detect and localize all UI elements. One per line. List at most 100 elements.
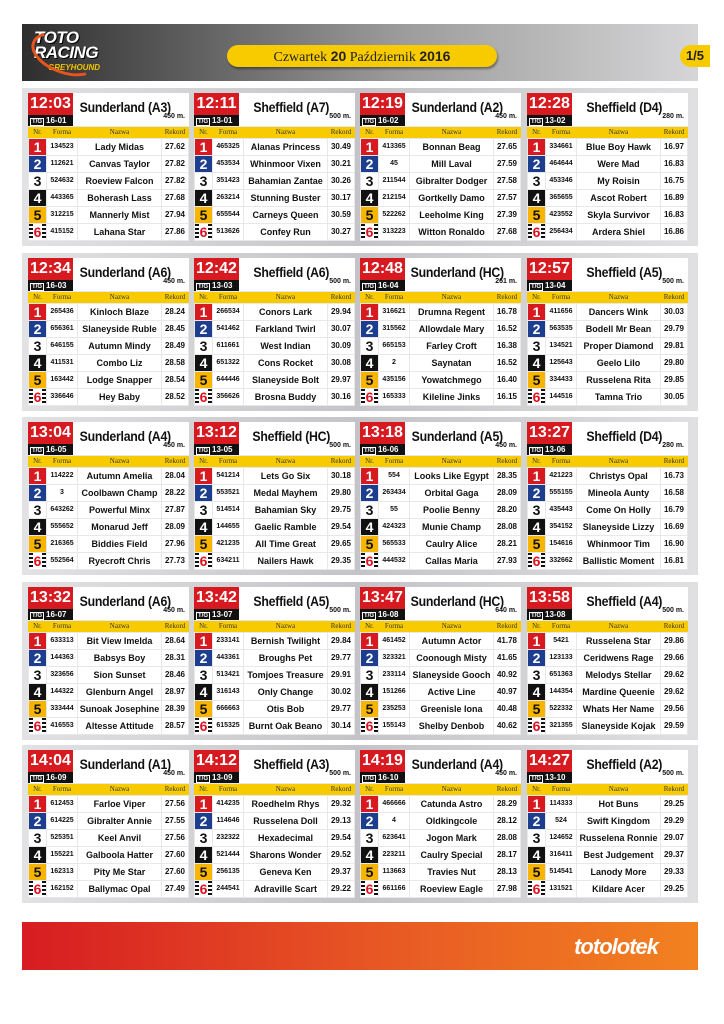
col-rekord: Rekord bbox=[496, 622, 518, 630]
trap-number: 6 bbox=[195, 718, 212, 734]
race-time: 12:34 bbox=[28, 258, 73, 280]
runner-form: 315562 bbox=[379, 321, 409, 337]
runner-form: 411531 bbox=[47, 355, 77, 371]
race-distance: 280 m. bbox=[662, 113, 684, 120]
runner-form: 541214 bbox=[213, 468, 243, 484]
runner-form: 623641 bbox=[379, 830, 409, 846]
trap-number: 2 bbox=[29, 650, 46, 666]
runner-row: 1 465325 Alanas Princess 30.49 bbox=[194, 139, 355, 155]
runner-form: 443365 bbox=[47, 190, 77, 206]
race-header: 14:27 T/G 13-10 Sheffield (A2) 500 m. bbox=[527, 750, 688, 783]
race-distance: 261 m. bbox=[495, 278, 517, 285]
col-nr: Nr. bbox=[199, 128, 208, 136]
runner-name: Farkland Twirl bbox=[244, 321, 327, 337]
runner-name: Geneva Ken bbox=[244, 864, 327, 880]
col-forma: Forma bbox=[384, 128, 404, 136]
trap-number: 2 bbox=[361, 485, 378, 501]
col-forma: Forma bbox=[218, 622, 238, 630]
runner-name: Stunning Buster bbox=[244, 190, 327, 206]
race-header: 12:48 T/G 16-04 Sunderland (HC) 261 m. bbox=[360, 258, 521, 291]
runner-record: 30.05 bbox=[661, 389, 687, 405]
runner-form: 651363 bbox=[546, 667, 576, 683]
runner-name: Callas Maria bbox=[410, 553, 493, 569]
runner-form: 612453 bbox=[47, 796, 77, 812]
race-card: 14:04 T/G 16-09 Sunderland (A1) 450 m. Nr… bbox=[28, 750, 189, 898]
runner-row: 3 124652 Russelena Ronnie 29.07 bbox=[527, 830, 688, 846]
runner-name: Skyla Survivor bbox=[577, 207, 660, 223]
runner-name: Christys Opal bbox=[577, 468, 660, 484]
col-forma: Forma bbox=[551, 457, 571, 465]
runner-name: Canvas Taylor bbox=[78, 156, 161, 172]
trap-number: 6 bbox=[195, 389, 212, 405]
runner-name: Lanody More bbox=[577, 864, 660, 880]
runner-record: 16.90 bbox=[661, 536, 687, 552]
runner-record: 28.31 bbox=[162, 650, 188, 666]
col-rekord: Rekord bbox=[330, 293, 352, 301]
runner-record: 30.07 bbox=[328, 321, 354, 337]
col-forma: Forma bbox=[52, 457, 72, 465]
col-nr: Nr. bbox=[532, 128, 541, 136]
trap-number: 1 bbox=[195, 304, 212, 320]
runner-record: 27.62 bbox=[162, 139, 188, 155]
col-rekord: Rekord bbox=[496, 128, 518, 136]
runner-form: 316143 bbox=[213, 684, 243, 700]
col-nazwa: Nazwa bbox=[608, 785, 629, 793]
race-code: T/G 16-03 bbox=[28, 280, 73, 291]
runner-name: Ryecroft Chris bbox=[78, 553, 161, 569]
runner-form: 444532 bbox=[379, 553, 409, 569]
runner-record: 30.49 bbox=[328, 139, 354, 155]
runner-form: 313223 bbox=[379, 224, 409, 240]
runner-record: 28.22 bbox=[162, 485, 188, 501]
runner-record: 28.49 bbox=[162, 338, 188, 354]
race-code: T/G 13-07 bbox=[194, 609, 239, 620]
trap-number: 3 bbox=[361, 502, 378, 518]
runner-record: 16.69 bbox=[661, 519, 687, 535]
runner-row: 2 553521 Medal Mayhem 29.80 bbox=[194, 485, 355, 501]
trap-number: 4 bbox=[361, 190, 378, 206]
trap-number: 4 bbox=[528, 847, 545, 863]
runner-record: 16.52 bbox=[494, 355, 520, 371]
runner-record: 29.59 bbox=[661, 718, 687, 734]
runner-record: 27.65 bbox=[494, 139, 520, 155]
runner-form: 421235 bbox=[213, 536, 243, 552]
trap-number: 4 bbox=[361, 847, 378, 863]
runner-record: 29.25 bbox=[661, 881, 687, 897]
runner-row: 5 655544 Carneys Queen 30.59 bbox=[194, 207, 355, 223]
runner-form: 522262 bbox=[379, 207, 409, 223]
trap-number: 6 bbox=[361, 718, 378, 734]
runner-form: 553521 bbox=[213, 485, 243, 501]
trap-number: 6 bbox=[361, 389, 378, 405]
tg-label: T/G bbox=[362, 283, 376, 291]
race-code-value: 16-05 bbox=[46, 445, 67, 454]
column-header: Nr. Forma Nazwa Rekord bbox=[360, 292, 521, 303]
trap-number: 1 bbox=[361, 468, 378, 484]
race-distance: 450 m. bbox=[163, 442, 185, 449]
runner-form: 643262 bbox=[47, 502, 77, 518]
runner-row: 6 513626 Confey Run 30.27 bbox=[194, 224, 355, 240]
runner-form: 522332 bbox=[546, 701, 576, 717]
runner-record: 27.87 bbox=[162, 502, 188, 518]
runner-record: 16.73 bbox=[661, 468, 687, 484]
runner-row: 6 416553 Altesse Attitude 28.57 bbox=[28, 718, 189, 734]
runner-row: 5 256135 Geneva Ken 29.37 bbox=[194, 864, 355, 880]
race-header: 14:04 T/G 16-09 Sunderland (A1) 450 m. bbox=[28, 750, 189, 783]
trap-number: 6 bbox=[361, 553, 378, 569]
race-code-value: 16-08 bbox=[378, 610, 399, 619]
runner-row: 4 354152 Slaneyside Lizzy 16.69 bbox=[527, 519, 688, 535]
trap-number: 2 bbox=[195, 485, 212, 501]
trap-number: 6 bbox=[361, 224, 378, 240]
runner-form: 656361 bbox=[47, 321, 77, 337]
runner-name: Allowdale Mary bbox=[410, 321, 493, 337]
race-card: 12:11 T/G 13-01 Sheffield (A7) 500 m. Nr.… bbox=[194, 93, 355, 241]
runner-record: 29.33 bbox=[661, 864, 687, 880]
column-header: Nr. Forma Nazwa Rekord bbox=[194, 456, 355, 467]
runner-form: 411656 bbox=[546, 304, 576, 320]
col-rekord: Rekord bbox=[330, 457, 352, 465]
runner-form: 665153 bbox=[379, 338, 409, 354]
runner-record: 27.96 bbox=[162, 536, 188, 552]
col-forma: Forma bbox=[384, 293, 404, 301]
runner-row: 2 45 Mill Laval 27.59 bbox=[360, 156, 521, 172]
runner-name: Dancers Wink bbox=[577, 304, 660, 320]
runner-record: 27.56 bbox=[162, 830, 188, 846]
trap-number: 6 bbox=[528, 389, 545, 405]
